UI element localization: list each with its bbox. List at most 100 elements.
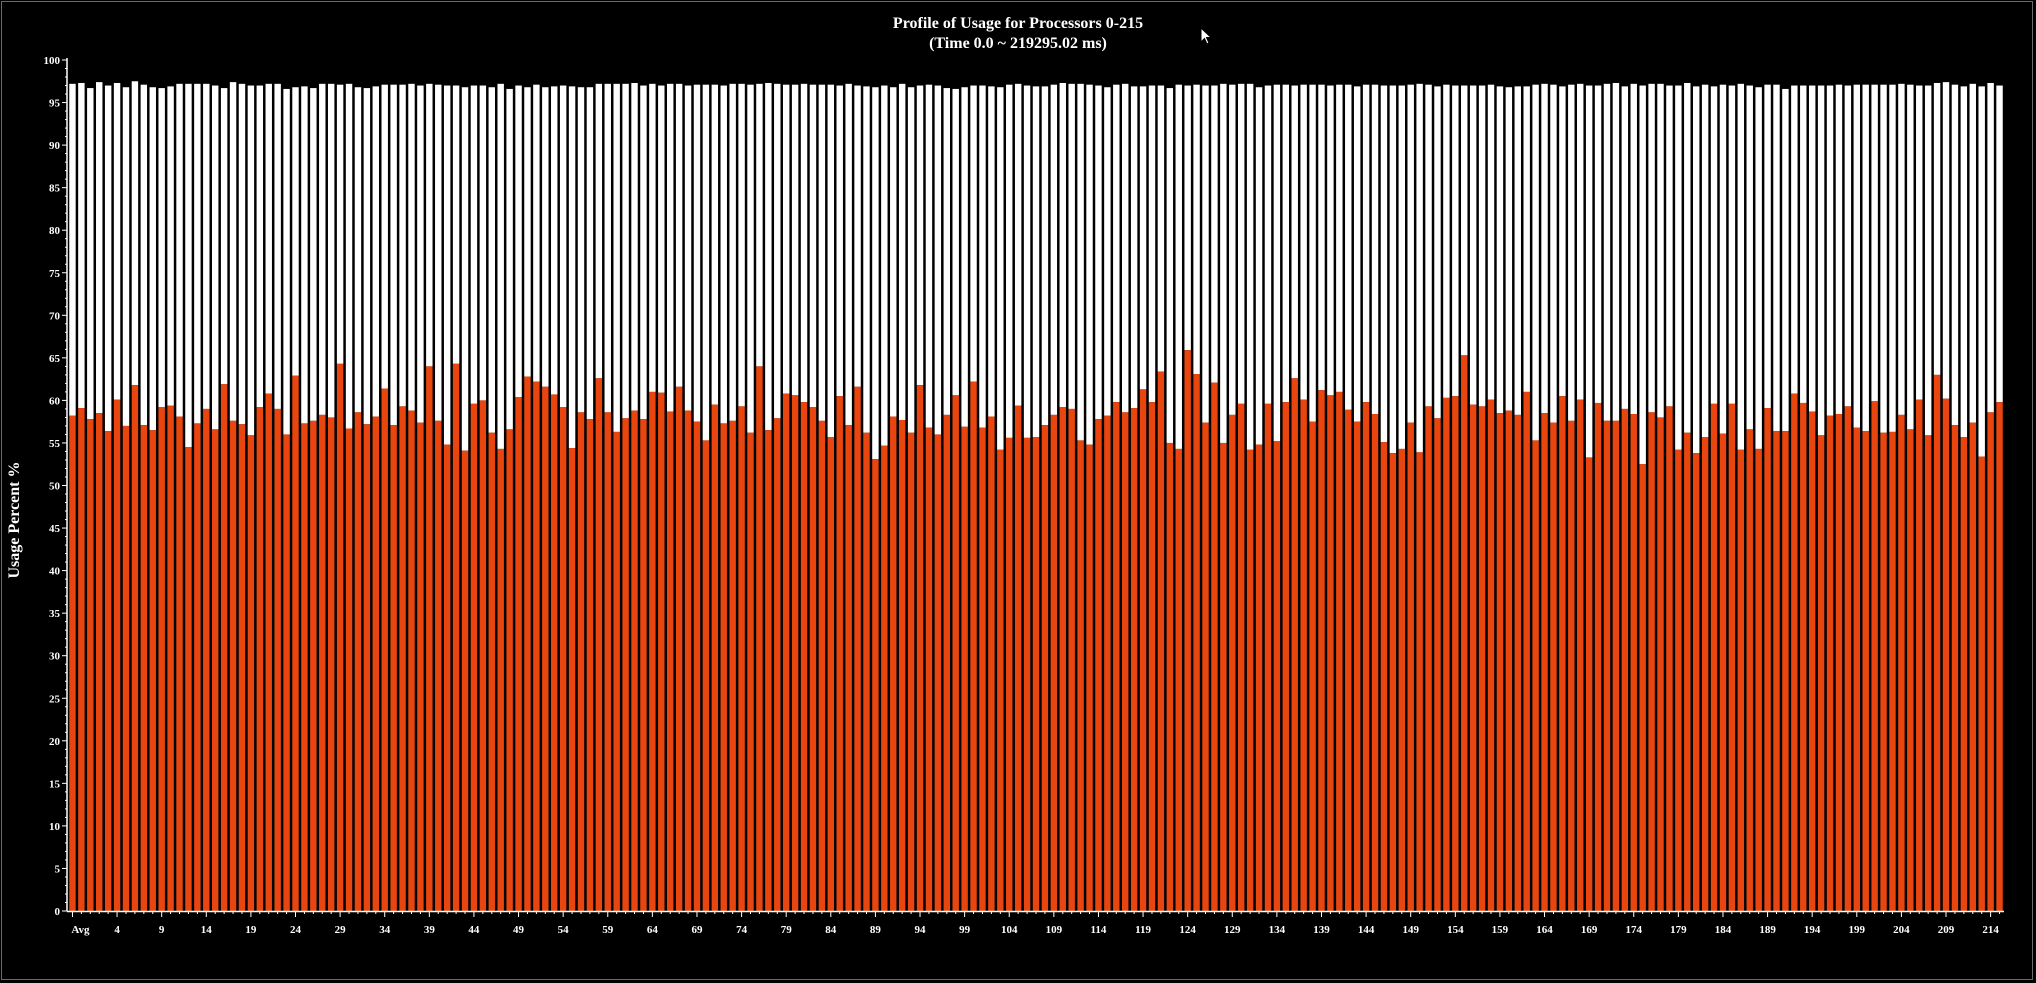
y-tick-label: 95 xyxy=(49,98,61,110)
idle-bar xyxy=(1229,84,1236,415)
usage-bar xyxy=(1898,414,1905,911)
x-tick-label: 204 xyxy=(1893,924,1910,936)
x-tick-label: 179 xyxy=(1670,924,1687,936)
idle-bar xyxy=(1808,85,1816,412)
usage-bar xyxy=(818,420,826,911)
usage-bar xyxy=(176,416,183,911)
usage-bar xyxy=(800,402,808,911)
usage-bar xyxy=(1006,437,1013,911)
usage-bar xyxy=(345,428,353,911)
y-tick-label: 35 xyxy=(49,608,61,620)
idle-bar xyxy=(1746,85,1753,430)
usage-bar xyxy=(952,395,959,911)
usage-bar xyxy=(1621,408,1629,911)
idle-bar xyxy=(399,84,406,407)
usage-bar xyxy=(104,431,112,911)
usage-bar xyxy=(738,406,745,911)
usage-bar xyxy=(479,400,487,911)
usage-bar xyxy=(1166,442,1174,911)
x-tick-label: Avg xyxy=(71,924,90,936)
idle-bar xyxy=(1496,86,1504,414)
idle-bar xyxy=(1389,85,1397,454)
usage-bar xyxy=(997,449,1004,911)
usage-bar xyxy=(979,427,986,911)
idle-bar xyxy=(1139,86,1147,390)
usage-bar xyxy=(1630,414,1637,911)
idle-bar xyxy=(1461,85,1468,356)
x-tick-label: 74 xyxy=(736,924,748,936)
idle-bar xyxy=(1817,85,1825,436)
usage-bar xyxy=(1862,431,1869,911)
usage-bar xyxy=(1416,452,1423,911)
idle-bar xyxy=(658,85,665,393)
y-tick-label: 85 xyxy=(49,183,61,195)
idle-bar xyxy=(1987,82,1994,413)
idle-bar xyxy=(1264,85,1272,404)
usage-bar xyxy=(113,399,121,911)
usage-bar xyxy=(1318,390,1325,911)
idle-bar xyxy=(1452,85,1459,397)
x-tick-label: 119 xyxy=(1135,924,1151,936)
usage-bar xyxy=(461,450,469,911)
usage-bar xyxy=(1987,412,1994,911)
y-tick-label: 45 xyxy=(49,523,61,535)
usage-bar xyxy=(604,412,611,911)
usage-bar xyxy=(301,423,308,911)
usage-bar xyxy=(1514,414,1521,911)
usage-bar xyxy=(1612,420,1620,911)
idle-bar xyxy=(1487,84,1495,400)
usage-bar xyxy=(1568,420,1575,911)
idle-bar xyxy=(506,88,513,430)
usage-bar xyxy=(1969,422,1976,911)
usage-bar xyxy=(1487,399,1495,911)
usage-bar xyxy=(1996,402,2003,911)
idle-bar xyxy=(327,83,335,418)
usage-bar xyxy=(943,414,950,911)
y-tick-label: 55 xyxy=(49,438,61,450)
idle-bar xyxy=(381,84,388,389)
usage-bar xyxy=(1077,440,1084,911)
idle-bar xyxy=(167,86,174,406)
usage-bar xyxy=(452,363,460,911)
usage-bar xyxy=(363,424,371,911)
idle-bar xyxy=(220,88,228,385)
idle-bar xyxy=(1782,88,1789,432)
idle-bar xyxy=(1202,85,1209,423)
usage-bar xyxy=(319,414,326,911)
usage-bar xyxy=(809,407,817,911)
usage-bar xyxy=(1362,402,1370,911)
idle-bar xyxy=(1023,85,1031,438)
usage-bar xyxy=(1675,449,1682,911)
usage-bar xyxy=(934,434,942,911)
idle-bar xyxy=(881,85,888,446)
idle-bar xyxy=(604,83,611,413)
y-tick-label: 65 xyxy=(49,353,61,365)
y-tick-label: 50 xyxy=(49,481,61,493)
usage-bar xyxy=(1211,382,1218,911)
x-tick-label: 79 xyxy=(781,924,793,936)
usage-bar xyxy=(140,425,148,911)
idle-bar xyxy=(1621,86,1629,409)
idle-bar xyxy=(818,84,826,421)
chart-title: Profile of Usage for Processors 0-215 xyxy=(892,15,1144,32)
idle-bar xyxy=(1362,84,1370,403)
usage-bar xyxy=(1541,413,1548,911)
x-tick-label: 154 xyxy=(1447,924,1464,936)
x-tick-label: 84 xyxy=(825,924,837,936)
usage-bar xyxy=(1764,408,1771,911)
idle-bar xyxy=(729,83,736,421)
idle-bar xyxy=(640,85,647,420)
usage-bar xyxy=(149,430,156,911)
y-tick-label: 60 xyxy=(49,395,61,407)
idle-bar xyxy=(1594,85,1602,403)
y-tick-label: 5 xyxy=(55,863,61,875)
idle-bar xyxy=(408,83,415,411)
usage-bar xyxy=(782,393,790,911)
usage-bar xyxy=(1068,408,1075,911)
usage-bar xyxy=(622,418,629,911)
usage-bar xyxy=(327,417,335,911)
usage-bar xyxy=(863,432,870,911)
usage-bar xyxy=(1086,444,1093,911)
idle-bar xyxy=(765,82,772,431)
idle-bar xyxy=(1603,83,1611,421)
